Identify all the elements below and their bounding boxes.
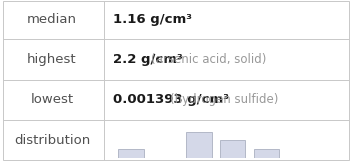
Text: 2.2 g/cm³: 2.2 g/cm³ — [113, 53, 182, 66]
Text: (hydrogen sulfide): (hydrogen sulfide) — [170, 93, 278, 106]
Text: lowest: lowest — [30, 93, 74, 106]
Bar — [220, 140, 245, 158]
Text: 1.16 g/cm³: 1.16 g/cm³ — [113, 13, 191, 26]
Text: 0.001393 g/cm³: 0.001393 g/cm³ — [113, 93, 229, 106]
Bar — [186, 132, 212, 158]
Text: highest: highest — [27, 53, 77, 66]
Bar — [119, 149, 144, 158]
Text: median: median — [27, 13, 77, 26]
Text: distribution: distribution — [14, 134, 90, 147]
Text: (arsenic acid, solid): (arsenic acid, solid) — [151, 53, 266, 66]
Bar — [254, 149, 279, 158]
